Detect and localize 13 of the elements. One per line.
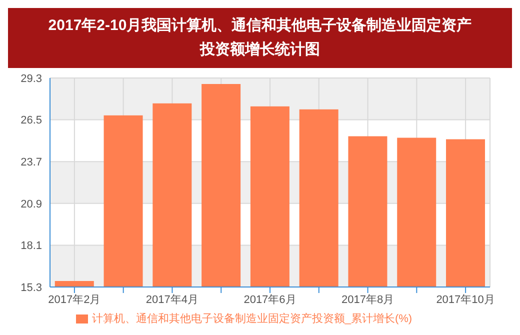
legend-label: 计算机、通信和其他电子设备制造业固定资产投资额_累计增长(%) (92, 313, 412, 325)
x-tick-label: 2017年2月 (48, 294, 101, 306)
y-tick-label: 23.7 (20, 156, 42, 169)
x-tick-label: 2017年6月 (244, 294, 296, 306)
y-tick-label: 20.9 (20, 198, 42, 210)
x-tick-label: 2017年10月 (436, 294, 495, 306)
y-tick-label: 29.3 (20, 72, 42, 85)
y-tick-label: 18.1 (20, 240, 42, 252)
x-tick-label: 2017年4月 (146, 294, 199, 306)
y-tick-label: 26.5 (20, 114, 42, 127)
y-tick-label: 15.3 (20, 282, 42, 294)
chart-title: 2017年2-10月我国计算机、通信和其他电子设备制造业固定资产投资额增长统计图 (8, 8, 512, 68)
x-tick-label: 2017年8月 (341, 294, 394, 306)
